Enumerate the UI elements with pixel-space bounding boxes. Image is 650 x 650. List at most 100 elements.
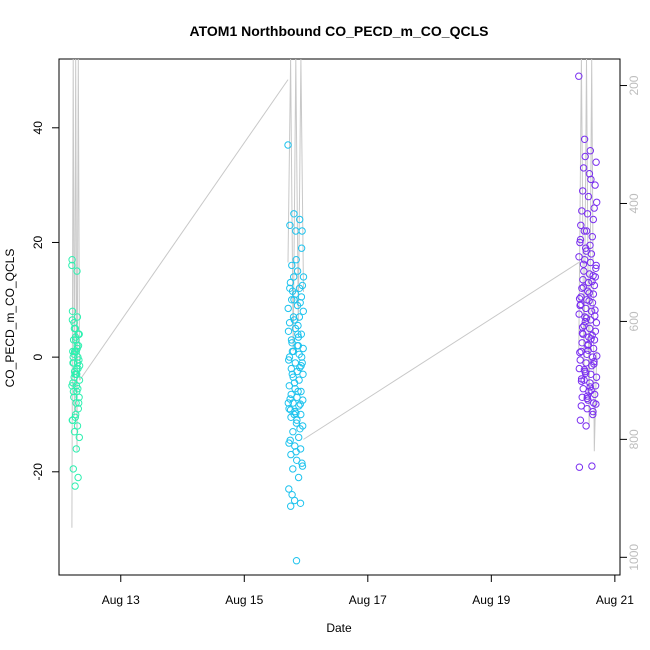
data-point bbox=[590, 358, 598, 366]
data-point bbox=[588, 362, 596, 370]
data-point bbox=[294, 473, 303, 482]
data-point bbox=[580, 135, 589, 144]
data-point bbox=[284, 141, 292, 149]
data-point bbox=[592, 261, 600, 270]
data-point bbox=[72, 399, 80, 407]
y2-tick-label: 600 bbox=[627, 311, 641, 331]
data-point bbox=[287, 390, 295, 399]
data-point bbox=[582, 247, 590, 255]
data-point bbox=[588, 462, 596, 470]
data-point bbox=[577, 375, 586, 383]
data-point bbox=[586, 147, 594, 155]
data-point bbox=[589, 407, 597, 416]
data-point bbox=[584, 278, 593, 287]
data-point bbox=[588, 353, 597, 361]
data-point bbox=[583, 405, 591, 413]
y-tick-label: 40 bbox=[31, 121, 45, 135]
data-point bbox=[589, 215, 597, 224]
data-point bbox=[582, 422, 590, 430]
data-point bbox=[290, 210, 298, 218]
data-point bbox=[577, 293, 585, 301]
data-point bbox=[593, 198, 601, 207]
data-point bbox=[577, 300, 585, 309]
data-point bbox=[68, 316, 77, 324]
points-layer bbox=[68, 72, 601, 565]
data-point bbox=[579, 283, 587, 291]
data-point bbox=[297, 244, 306, 252]
data-point bbox=[584, 346, 592, 354]
data-point bbox=[292, 409, 300, 417]
data-point bbox=[579, 164, 588, 172]
data-point bbox=[296, 499, 305, 507]
data-point bbox=[295, 433, 303, 442]
data-point bbox=[291, 359, 299, 367]
data-point bbox=[575, 72, 583, 80]
data-point bbox=[575, 310, 583, 318]
data-point bbox=[579, 276, 587, 284]
data-point bbox=[284, 399, 292, 407]
data-point bbox=[295, 402, 303, 410]
data-point bbox=[577, 347, 585, 356]
data-point bbox=[591, 390, 599, 399]
data-point bbox=[298, 359, 306, 367]
data-point bbox=[583, 392, 592, 400]
y-tick-label: 20 bbox=[31, 235, 45, 249]
data-point bbox=[578, 393, 586, 401]
data-point bbox=[292, 557, 301, 565]
data-point bbox=[72, 364, 81, 373]
data-point bbox=[287, 364, 295, 373]
x-tick-label: Aug 13 bbox=[102, 593, 140, 607]
data-point bbox=[584, 340, 592, 349]
data-point bbox=[292, 448, 300, 456]
data-point bbox=[576, 356, 584, 364]
data-point bbox=[298, 281, 307, 290]
data-point bbox=[287, 502, 295, 510]
data-point bbox=[68, 416, 77, 424]
data-point bbox=[289, 465, 297, 473]
data-point bbox=[298, 353, 306, 361]
data-point bbox=[583, 210, 592, 218]
data-point bbox=[75, 433, 84, 442]
data-point bbox=[578, 323, 587, 331]
data-point bbox=[578, 207, 586, 215]
profile-connector-line bbox=[79, 79, 289, 381]
data-point bbox=[286, 221, 294, 230]
data-point bbox=[592, 319, 601, 327]
data-point bbox=[299, 370, 307, 378]
data-point bbox=[591, 382, 600, 390]
data-point bbox=[576, 235, 585, 244]
data-point bbox=[287, 336, 296, 344]
plot-frame bbox=[58, 58, 621, 576]
y2-tick-label: 200 bbox=[627, 75, 641, 95]
data-point bbox=[583, 394, 591, 403]
y-tick-label: -20 bbox=[31, 463, 45, 481]
data-point bbox=[588, 331, 596, 339]
data-point bbox=[292, 227, 300, 235]
x-tick-label: Aug 15 bbox=[225, 593, 263, 607]
data-point bbox=[288, 261, 296, 270]
data-point bbox=[286, 406, 295, 414]
x-tick-label: Aug 21 bbox=[596, 593, 634, 607]
data-point bbox=[288, 370, 296, 378]
data-point bbox=[289, 428, 297, 436]
data-point bbox=[285, 356, 293, 364]
data-point bbox=[587, 370, 595, 378]
data-point bbox=[591, 312, 599, 320]
data-point bbox=[590, 336, 599, 344]
data-point bbox=[75, 399, 83, 407]
data-point bbox=[286, 278, 295, 287]
data-point bbox=[73, 267, 81, 275]
data-point bbox=[294, 333, 303, 341]
data-point bbox=[285, 405, 293, 413]
data-point bbox=[290, 316, 298, 324]
x-tick-label: Aug 17 bbox=[349, 593, 387, 607]
data-point bbox=[582, 304, 590, 313]
data-point bbox=[578, 329, 587, 337]
data-point bbox=[585, 289, 593, 297]
data-point bbox=[297, 387, 305, 396]
data-point bbox=[292, 419, 301, 427]
data-point bbox=[296, 425, 304, 433]
data-point bbox=[577, 377, 586, 385]
data-point bbox=[75, 393, 83, 401]
data-point bbox=[74, 330, 83, 338]
